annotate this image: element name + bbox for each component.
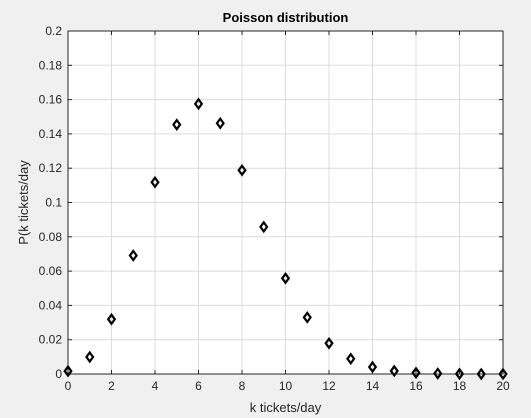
data-point: [498, 367, 508, 381]
y-axis-label: P(k tickets/day: [16, 160, 31, 245]
data-point: [433, 367, 443, 380]
x-axis-label: k tickets/day: [250, 400, 322, 415]
y-tick-label: 0.16: [39, 93, 63, 107]
x-tick-label: 18: [453, 379, 467, 393]
y-tick-label: 0.18: [39, 58, 63, 72]
data-point: [367, 360, 378, 374]
tick-labels: 0 2 4 6 8 10 12 14 16 18 20 0 0.02 0.04 0.06 0.08 0.1 0.1…: [39, 24, 510, 393]
x-tick-label: 12: [322, 379, 336, 393]
data-point: [346, 352, 356, 366]
data-point: [193, 97, 204, 111]
y-tick-label: 0.2: [45, 24, 62, 38]
data-point: [172, 118, 182, 131]
x-tick-label: 16: [409, 379, 423, 393]
y-tick-label: 0.14: [39, 127, 63, 141]
x-tick-label: 8: [239, 379, 246, 393]
x-tick-label: 20: [496, 379, 510, 393]
y-tick-label: 0.1: [45, 196, 62, 210]
data-point: [215, 116, 225, 130]
data-point: [411, 366, 421, 380]
data-point: [85, 350, 95, 364]
data-point: [324, 336, 334, 350]
data-point: [389, 364, 399, 378]
data-points: [63, 97, 508, 381]
y-tick-label: 0.06: [39, 264, 63, 278]
x-tick-label: 2: [108, 379, 115, 393]
x-tick-label: 4: [152, 379, 159, 393]
x-tick-label: 10: [279, 379, 293, 393]
y-tick-label: 0.12: [39, 161, 63, 175]
y-tick-label: 0.08: [39, 230, 63, 244]
x-tick-label: 14: [366, 379, 380, 393]
data-point: [280, 271, 291, 285]
data-point: [259, 220, 269, 234]
y-tick-label: 0.02: [39, 333, 63, 347]
data-point: [476, 367, 486, 381]
y-tick-label: 0.04: [39, 298, 63, 312]
x-tick-label: 6: [195, 379, 202, 393]
chart-title: Poisson distribution: [223, 10, 349, 25]
data-point: [302, 311, 312, 324]
y-tick-label: 0: [55, 367, 62, 381]
data-point: [150, 175, 160, 189]
data-point: [63, 364, 73, 378]
data-point: [237, 163, 247, 177]
data-point: [454, 367, 465, 381]
data-point: [128, 249, 138, 262]
axes: [67, 30, 504, 375]
data-point: [106, 312, 117, 326]
x-tick-label: 0: [65, 379, 72, 393]
